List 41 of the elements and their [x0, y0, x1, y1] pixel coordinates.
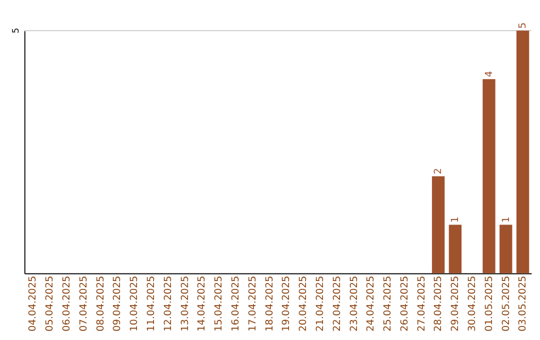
x-tick-label: 20.04.2025 — [298, 276, 310, 332]
x-tick-label: 30.04.2025 — [467, 276, 478, 332]
x-tick-label: 15.04.2025 — [214, 276, 225, 332]
x-tick-label: 11.04.2025 — [146, 276, 158, 332]
bar — [448, 224, 462, 274]
x-tick-label: 28.04.2025 — [433, 276, 444, 332]
data-label: 1 — [450, 216, 462, 223]
x-tick-label: 16.04.2025 — [230, 276, 242, 332]
x-tick-label: 09.04.2025 — [112, 276, 124, 332]
x-tick-label: 12.04.2025 — [162, 276, 174, 332]
x-tick-label: 19.04.2025 — [281, 276, 292, 332]
x-tick-label: 10.04.2025 — [129, 276, 140, 332]
x-tick-label: 24.04.2025 — [366, 276, 377, 332]
x-tick-label: 02.05.2025 — [500, 276, 512, 332]
bar — [482, 79, 496, 274]
x-tick-label: 18.04.2025 — [264, 276, 276, 332]
x-tick-label: 05.04.2025 — [44, 276, 56, 332]
x-tick-label: 29.04.2025 — [450, 276, 462, 332]
x-tick-label: 22.04.2025 — [332, 276, 343, 332]
x-tick-label: 26.04.2025 — [399, 276, 410, 332]
x-tick-label: 23.04.2025 — [348, 276, 360, 332]
data-label: 2 — [433, 168, 444, 174]
x-tick-label: 17.04.2025 — [247, 276, 258, 332]
x-tick-label: 27.04.2025 — [416, 276, 428, 332]
x-tick-label: 21.04.2025 — [314, 276, 326, 332]
x-tick-label: 07.04.2025 — [78, 276, 90, 332]
bar — [432, 176, 445, 274]
ref-line-label: 5 — [12, 28, 22, 34]
x-tick-label: 14.04.2025 — [196, 276, 208, 332]
x-tick-label: 06.04.2025 — [62, 276, 73, 332]
x-tick-label: 25.04.2025 — [382, 276, 394, 332]
data-label: 1 — [500, 216, 512, 223]
x-tick-label: 13.04.2025 — [180, 276, 191, 332]
x-tick-label: 01.05.2025 — [484, 276, 495, 332]
data-label: 4 — [484, 70, 495, 78]
x-tick-label: 04.04.2025 — [28, 276, 39, 332]
bar — [516, 30, 530, 274]
bar — [500, 224, 512, 274]
data-label: 5 — [518, 22, 529, 29]
x-tick-label: 03.05.2025 — [518, 276, 529, 332]
x-tick-label: 08.04.2025 — [95, 276, 106, 332]
